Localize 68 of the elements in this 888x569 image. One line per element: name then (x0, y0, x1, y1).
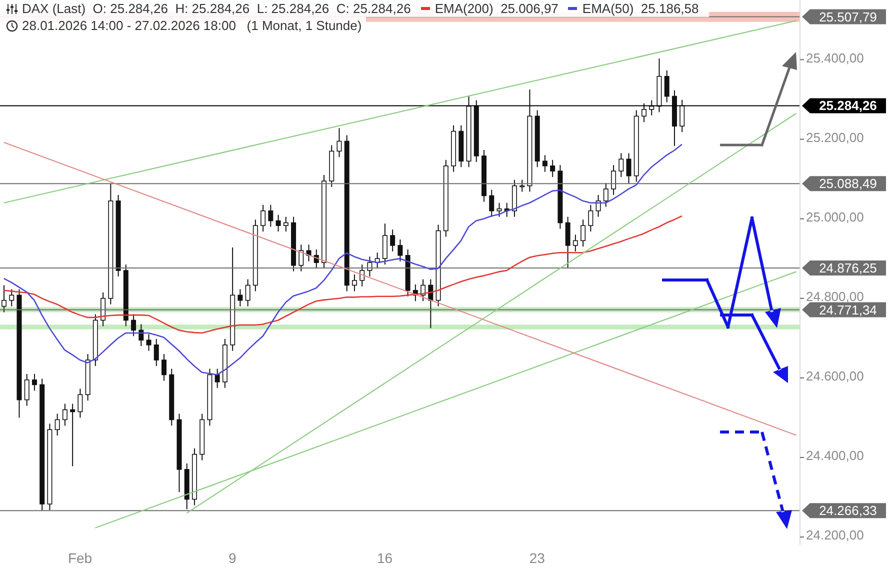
y-tick-label: 24.200,00 (806, 528, 864, 543)
y-tick-label: 25.000,00 (806, 209, 864, 224)
candlestick (390, 229, 396, 252)
candlestick (154, 338, 159, 366)
x-tick-label: 9 (228, 550, 236, 566)
candlestick (70, 403, 76, 467)
line-series (3, 215, 683, 334)
candlestick (489, 189, 494, 218)
candlestick (283, 216, 288, 232)
y-tick-label: 25.400,00 (806, 50, 864, 66)
candlestick (618, 152, 624, 178)
candlestick (238, 288, 243, 307)
candlestick (298, 244, 304, 272)
candlestick (54, 413, 60, 436)
y-tick-label: 24.800,00 (806, 288, 864, 304)
candlestick (603, 182, 608, 208)
candlestick (24, 373, 30, 406)
ref-line-label: 25.284,26 (819, 98, 877, 114)
candlestick (268, 204, 274, 228)
candlestick (100, 292, 106, 327)
candlestick (352, 274, 357, 292)
candlestick (9, 288, 14, 307)
y-tick-label: 24.600,00 (806, 368, 864, 384)
candlestick (680, 99, 685, 133)
ref-line-label: 25.507,79 (819, 9, 877, 24)
candlestick (131, 314, 136, 337)
y-tick-label: 24.400,00 (806, 448, 864, 464)
candlestick (138, 324, 144, 347)
x-tick-label: 16 (376, 550, 393, 566)
y-tick-label: 25.200,00 (806, 130, 864, 145)
candlestick (245, 278, 250, 307)
ref-line-label: 24.771,34 (819, 302, 877, 318)
ref-line-label: 24.876,25 (819, 260, 877, 276)
ref-line-label: 24.266,33 (819, 503, 877, 518)
candlestick (664, 70, 670, 103)
candlestick (550, 159, 556, 178)
candlestick (306, 244, 312, 262)
candlestick (78, 388, 83, 418)
candlestick (496, 202, 502, 218)
candlestick (588, 204, 594, 232)
x-tick-label: Feb (68, 550, 92, 566)
candlestick (360, 264, 365, 287)
candlestick (611, 164, 616, 196)
candlestick (649, 100, 654, 116)
candlestick (642, 102, 646, 123)
candlestick (367, 256, 372, 277)
candlestick (336, 128, 342, 158)
candlestick (62, 403, 68, 426)
legend-label: EMA(50) 25.186,58 (582, 0, 699, 17)
candlestick (580, 219, 586, 248)
candlestick (146, 334, 152, 352)
ref-line-label: 25.088,49 (819, 176, 877, 192)
legend-label: EMA(200) 25.006,97 (434, 0, 558, 17)
chart-title: DAX (Last) O: 25.284,26 H: 25.284,26 L: 25.284,26 C: 25.284,26 (22, 0, 411, 17)
candlestick (276, 214, 281, 232)
candlestick (520, 179, 525, 192)
text: 28.01.2026 14:00 - 27.02.2026 18:00 (1 Monat, 1 Stunde) (22, 17, 362, 34)
candlestick (626, 152, 632, 184)
x-tick-label: 23 (529, 550, 546, 566)
candlestick (32, 373, 37, 392)
candlestick (214, 368, 220, 388)
candlestick (260, 204, 266, 232)
candlestick (542, 154, 548, 172)
candlestick (398, 238, 403, 262)
candlestick (382, 223, 388, 266)
candlestick (162, 354, 166, 382)
candlestick (572, 234, 578, 252)
candlestick (565, 216, 570, 269)
